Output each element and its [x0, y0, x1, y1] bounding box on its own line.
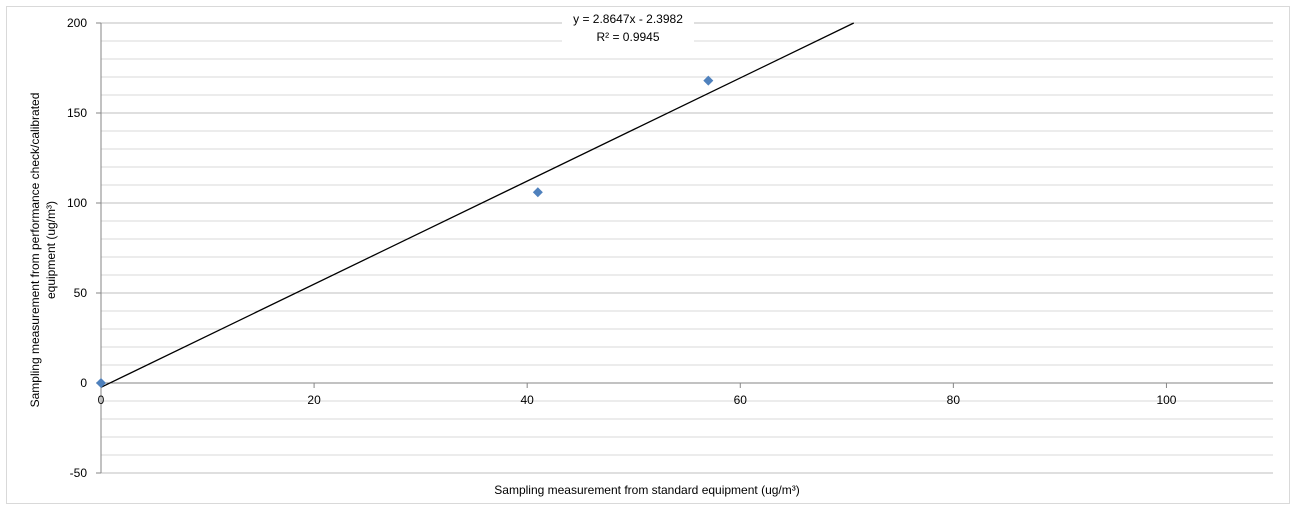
trendline	[100, 22, 855, 388]
data-point	[703, 75, 714, 86]
x-tick-label: 40	[521, 393, 535, 407]
data-point	[96, 378, 106, 388]
trendline-label-box	[562, 9, 694, 45]
x-axis-title: Sampling measurement from standard equip…	[494, 483, 799, 497]
data-point	[532, 187, 543, 198]
y-tick-label: 100	[67, 196, 87, 210]
y-tick-label: -50	[70, 466, 88, 480]
x-tick-label: 0	[98, 393, 105, 407]
y-tick-label: 200	[67, 16, 87, 30]
x-tick-label: 80	[947, 393, 961, 407]
chart-frame	[6, 6, 1290, 504]
x-tick-label: 100	[1156, 393, 1176, 407]
y-tick-label: 150	[67, 106, 87, 120]
trendline-equation: y = 2.8647x - 2.3982	[573, 12, 683, 26]
y-axis-title-line: equipment (ug/m³)	[44, 201, 58, 299]
y-tick-label: 0	[80, 376, 87, 390]
y-axis-title-line: Sampling measurement from performance ch…	[28, 93, 42, 408]
x-tick-label: 20	[307, 393, 321, 407]
x-tick-label: 60	[734, 393, 748, 407]
y-tick-label: 50	[74, 286, 88, 300]
trendline-r-squared: R² = 0.9945	[596, 30, 659, 44]
